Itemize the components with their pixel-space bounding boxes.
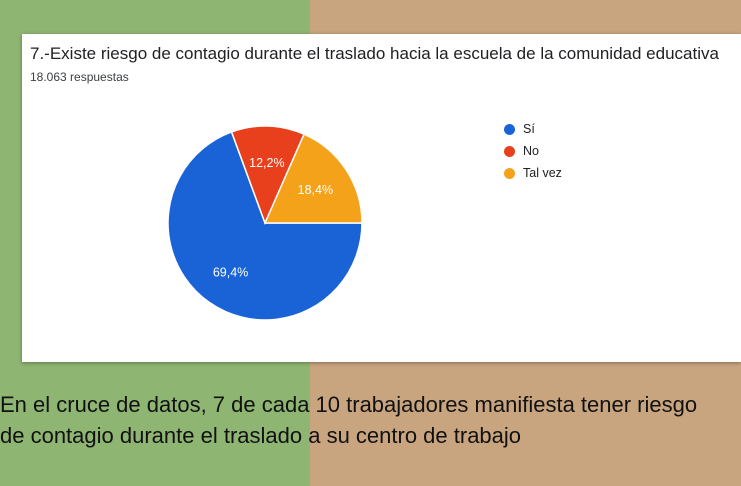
caption-line-1: En el cruce de datos, 7 de cada 10 traba…	[0, 392, 698, 417]
legend-label: No	[523, 144, 539, 158]
legend-dot-icon	[504, 167, 515, 179]
pie-slice-no[interactable]	[230, 125, 306, 226]
chart-card: 7.-Existe riesgo de contagio durante el …	[22, 34, 741, 362]
response-count: 18.063 respuestas	[30, 70, 129, 84]
legend-item[interactable]: No	[504, 140, 562, 162]
pie-label: 69,4%	[213, 265, 248, 279]
legend-label: Sí	[523, 122, 535, 136]
pie-label: 18,4%	[298, 183, 333, 197]
chart-title: 7.-Existe riesgo de contagio durante el …	[30, 44, 719, 63]
legend-dot-icon	[504, 123, 515, 135]
pie-slice-si[interactable]	[167, 130, 363, 321]
chart-legend: Sí No Tal vez	[504, 118, 562, 184]
pie-chart: 69,4% 12,2% 18,4%	[167, 125, 363, 321]
legend-item[interactable]: Tal vez	[504, 162, 562, 184]
legend-item[interactable]: Sí	[504, 118, 562, 140]
pie-slice-tal-vez[interactable]	[263, 133, 363, 224]
pie-label: 12,2%	[249, 156, 284, 170]
caption-text: En el cruce de datos, 7 de cada 10 traba…	[0, 389, 741, 451]
legend-label: Tal vez	[523, 166, 562, 180]
legend-dot-icon	[504, 145, 515, 157]
caption-line-2: de contagio durante el traslado a su cen…	[0, 423, 522, 448]
